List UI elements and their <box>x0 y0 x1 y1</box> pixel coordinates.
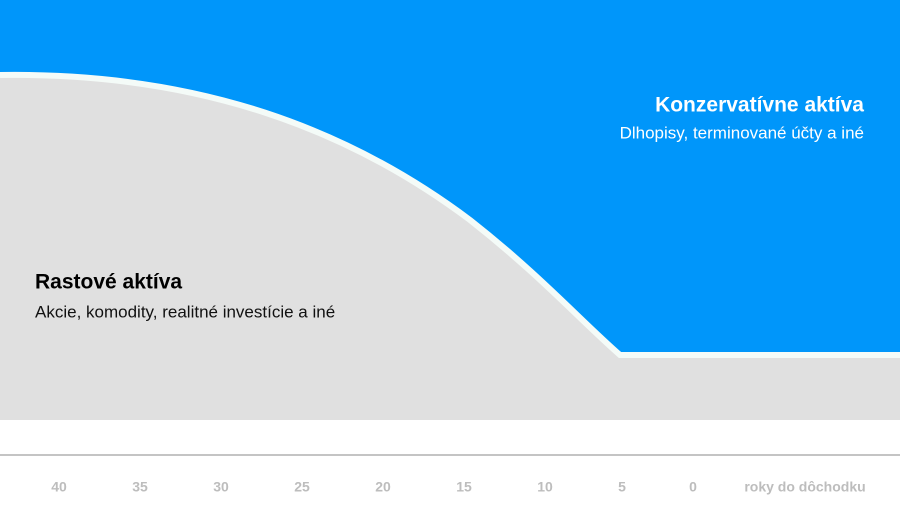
x-tick-label: 25 <box>294 479 310 495</box>
x-tick-label: 20 <box>375 479 391 495</box>
x-tick-label: 5 <box>618 479 626 495</box>
x-tick-label: 10 <box>537 479 553 495</box>
x-tick-label: 35 <box>132 479 148 495</box>
x-tick-label: 40 <box>51 479 67 495</box>
boundary-line <box>0 71 900 358</box>
growth-title: Rastové aktíva <box>35 271 182 294</box>
growth-subtitle: Akcie, komodity, realitné investície a i… <box>35 302 335 321</box>
conservative-subtitle: Dlhopisy, terminované účty a iné <box>620 123 864 142</box>
growth-area <box>0 74 900 420</box>
axis-label: roky do dôchodku <box>744 479 865 495</box>
conservative-title: Konzervatívne aktíva <box>655 94 864 117</box>
x-tick-label: 30 <box>213 479 229 495</box>
x-tick-label: 15 <box>456 479 472 495</box>
x-tick-label: 0 <box>689 479 697 495</box>
